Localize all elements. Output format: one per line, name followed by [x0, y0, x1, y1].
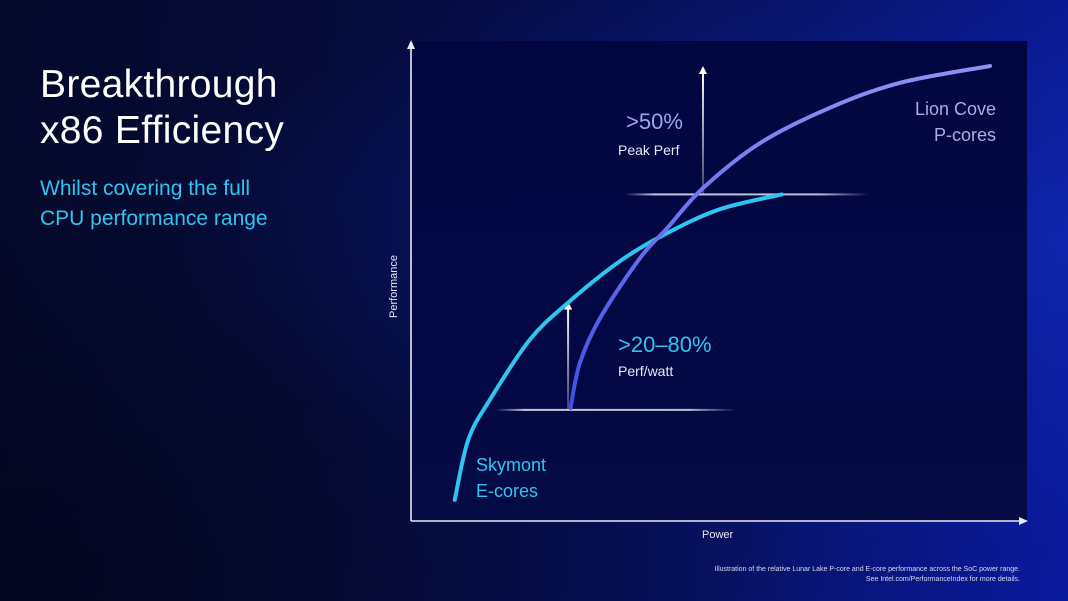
- arrow-shaft-1: [701, 71, 704, 195]
- arrow-up-icon: [698, 65, 707, 74]
- arrow-up-icon: [564, 301, 573, 310]
- subtitle-line-2: CPU performance range: [40, 207, 268, 230]
- y-axis-arrow-icon: [407, 40, 415, 49]
- slide-subtitle: Whilst covering the full CPU performance…: [40, 174, 268, 234]
- reference-lines: [496, 193, 870, 411]
- perf-watt-value: >20–80%: [618, 332, 712, 357]
- x-axis-label: Power: [702, 529, 734, 541]
- plot-area: [411, 41, 1027, 521]
- y-axis-label: Performance: [388, 255, 400, 318]
- perf-watt-label: Perf/watt: [618, 363, 674, 379]
- skymont-curve: [452, 192, 784, 502]
- axes: [407, 40, 1028, 525]
- lion-cove-curve: [568, 63, 993, 410]
- title-line-2: x86 Efficiency: [40, 109, 285, 152]
- skymont-label: Skymont E-cores: [476, 452, 546, 504]
- footnote-line-2: See Intel.com/PerformanceIndex for more …: [865, 576, 1020, 583]
- reference-line-2: [496, 408, 737, 411]
- footnote-line-1: Illustration of the relative Lunar Lake …: [714, 566, 1020, 573]
- x-axis-arrow-icon: [1019, 517, 1028, 525]
- slide-title: Breakthrough x86 Efficiency: [40, 62, 284, 154]
- improvement-arrows: [564, 65, 707, 410]
- reference-line-1: [624, 193, 870, 196]
- skymont-type: E-cores: [476, 481, 539, 501]
- title-line-1: Breakthrough: [40, 63, 278, 106]
- lion-cove-label: Lion Cove P-cores: [915, 96, 996, 148]
- skymont-name: Skymont: [476, 455, 547, 475]
- subtitle-line-1: Whilst covering the full: [40, 177, 251, 200]
- peak-perf-label: Peak Perf: [618, 142, 680, 158]
- lion-cove-type: P-cores: [933, 125, 996, 145]
- series-curves: [452, 63, 993, 502]
- arrow-shaft-2: [567, 307, 570, 410]
- footnote: Illustration of the relative Lunar Lake …: [715, 565, 1020, 585]
- peak-perf-value: >50%: [626, 109, 683, 134]
- lion-cove-name: Lion Cove: [914, 99, 996, 119]
